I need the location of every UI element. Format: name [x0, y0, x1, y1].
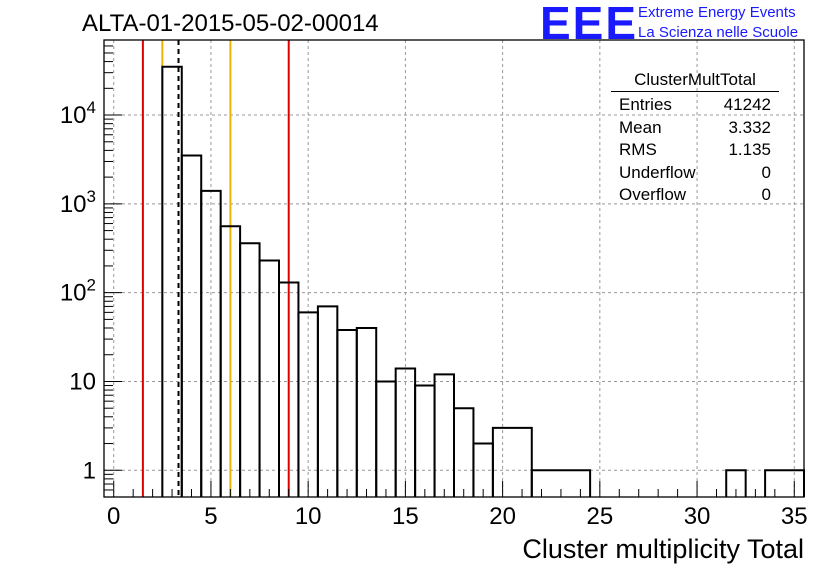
histogram-bin: [316, 305, 339, 497]
x-tick-label: 10: [295, 503, 322, 530]
x-tick-label: 25: [586, 503, 613, 530]
plot-frame: [103, 39, 805, 498]
stats-row-underflow: Underflow 0: [611, 162, 779, 185]
eee-logo: EEE Extreme Energy Events La Scienza nel…: [540, 0, 836, 50]
stats-label: Mean: [619, 117, 662, 137]
stats-row-entries: Entries 41242: [611, 94, 779, 117]
histogram-bin: [725, 469, 747, 497]
y-tick-label: 104: [60, 98, 96, 129]
y-tick-label: 10: [69, 368, 96, 395]
stats-box: ClusterMultTotal Entries 41242 Mean 3.33…: [611, 70, 779, 207]
histogram-bin: [239, 242, 261, 497]
histogram-bin: [180, 154, 203, 497]
histogram-bin: [491, 426, 533, 497]
stats-label: Overflow: [619, 185, 687, 204]
stats-label: Entries: [619, 95, 672, 114]
x-tick-label: 35: [781, 503, 808, 530]
stats-row-mean: Mean 3.332: [611, 117, 779, 140]
histogram-bin: [258, 259, 280, 497]
histogram-bin: [433, 373, 455, 497]
histogram-bin: [414, 384, 436, 497]
x-tick-label: 5: [204, 503, 217, 530]
stats-label: RMS: [619, 140, 657, 159]
histogram-bin: [375, 380, 397, 497]
stats-row-overflow: Overflow 0: [611, 184, 779, 207]
stats-label: Underflow: [619, 162, 696, 182]
histogram-layer: [161, 65, 805, 497]
histogram-bin: [200, 189, 222, 497]
x-axis-label: Cluster multiplicity Total: [522, 534, 804, 564]
x-tick-label: 20: [489, 503, 516, 530]
stats-title: ClusterMultTotal: [611, 70, 779, 92]
y-tick-label: 1: [83, 457, 96, 484]
x-tick-label: 0: [107, 503, 120, 530]
stats-value: 0: [761, 185, 771, 204]
chart-title: ALTA-01-2015-05-02-00014: [82, 10, 379, 37]
x-tick-label: 30: [684, 503, 711, 530]
stats-value: 3.332: [728, 117, 771, 137]
logo-mark: EEE: [540, 0, 639, 49]
marker-lines-layer: [141, 40, 290, 497]
y-tick-label: 103: [60, 187, 96, 218]
logo-line-2: La Scienza nelle Scuole: [638, 24, 799, 41]
x-tick-label: 15: [392, 503, 419, 530]
stats-value: 1.135: [728, 140, 771, 159]
histogram-bin: [530, 469, 592, 497]
histogram-bin: [764, 469, 805, 497]
histogram-bin: [453, 407, 475, 497]
histogram-bin: [355, 326, 378, 497]
histogram-bin: [336, 328, 358, 497]
stats-row-rms: RMS 1.135: [611, 139, 779, 162]
axes-layer: 0 5 10 15 20 25 30 35 1 10 102 103 104: [60, 39, 808, 530]
logo-line-1: Extreme Energy Events: [638, 4, 796, 21]
y-tick-label: 102: [60, 276, 96, 307]
stats-value: 0: [761, 162, 771, 182]
stats-value: 41242: [723, 95, 771, 114]
